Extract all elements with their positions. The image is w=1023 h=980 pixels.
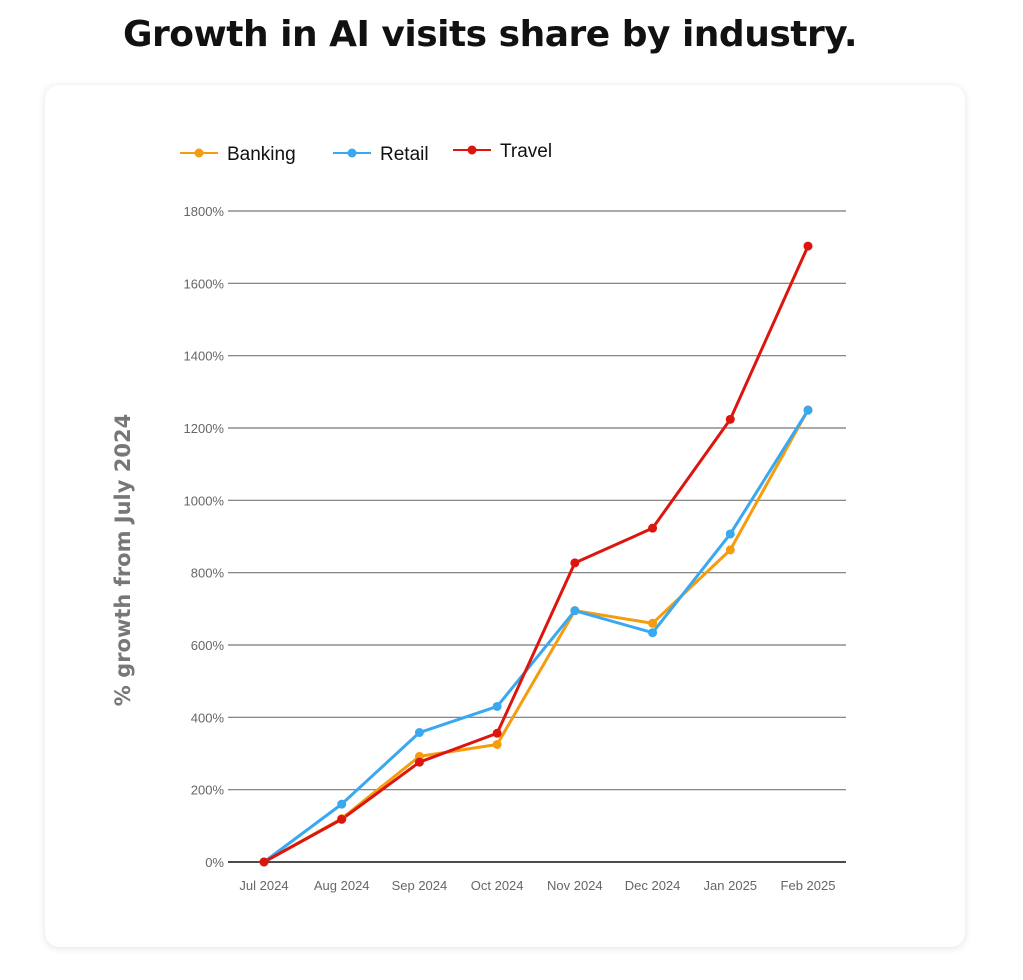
data-point-banking bbox=[725, 545, 735, 555]
data-point-travel bbox=[492, 728, 502, 738]
x-tick-label: Aug 2024 bbox=[314, 878, 370, 893]
y-tick-label: 0% bbox=[205, 855, 224, 870]
data-point-retail bbox=[570, 606, 580, 616]
data-point-retail bbox=[492, 701, 502, 711]
series-line-banking bbox=[263, 409, 810, 864]
data-point-travel bbox=[414, 757, 424, 767]
x-tick-label: Feb 2025 bbox=[781, 878, 836, 893]
legend-label: Travel bbox=[500, 141, 552, 162]
data-point-banking bbox=[648, 618, 658, 628]
y-tick-label: 200% bbox=[191, 783, 225, 798]
data-point-retail bbox=[803, 405, 813, 415]
chart-card bbox=[45, 85, 965, 947]
data-point-travel bbox=[725, 414, 735, 424]
y-axis-label: % growth from July 2024 bbox=[111, 414, 135, 706]
y-tick-label: 400% bbox=[191, 710, 225, 725]
legend-label: Retail bbox=[380, 144, 429, 165]
y-tick-label: 1400% bbox=[184, 349, 225, 364]
x-tick-label: Dec 2024 bbox=[625, 878, 681, 893]
y-tick-label: 800% bbox=[191, 566, 225, 581]
y-tick-label: 1000% bbox=[184, 493, 225, 508]
data-point-banking bbox=[492, 739, 502, 749]
data-point-travel bbox=[337, 814, 347, 824]
y-tick-label: 1200% bbox=[184, 421, 225, 436]
y-tick-label: 1600% bbox=[184, 276, 225, 291]
data-point-travel bbox=[259, 857, 269, 867]
data-point-travel bbox=[648, 523, 658, 533]
y-tick-label: 1800% bbox=[184, 204, 225, 219]
legend-marker bbox=[467, 145, 477, 155]
x-tick-label: Oct 2024 bbox=[471, 878, 524, 893]
legend-marker bbox=[347, 148, 357, 158]
x-tick-label: Jul 2024 bbox=[239, 878, 288, 893]
data-point-travel bbox=[570, 558, 580, 568]
x-tick-label: Sep 2024 bbox=[392, 878, 448, 893]
data-point-retail bbox=[337, 799, 347, 809]
chart-title: Growth in AI visits share by industry. bbox=[122, 14, 858, 55]
legend-label: Banking bbox=[227, 144, 296, 165]
series-line-travel bbox=[263, 245, 810, 864]
x-tick-label: Nov 2024 bbox=[547, 878, 603, 893]
data-point-retail bbox=[414, 728, 424, 738]
series-line-retail bbox=[263, 409, 810, 864]
data-point-travel bbox=[803, 241, 813, 251]
legend-marker bbox=[194, 148, 204, 158]
y-tick-label: 600% bbox=[191, 638, 225, 653]
data-point-retail bbox=[725, 529, 735, 539]
data-point-retail bbox=[648, 628, 658, 638]
x-tick-label: Jan 2025 bbox=[704, 878, 758, 893]
